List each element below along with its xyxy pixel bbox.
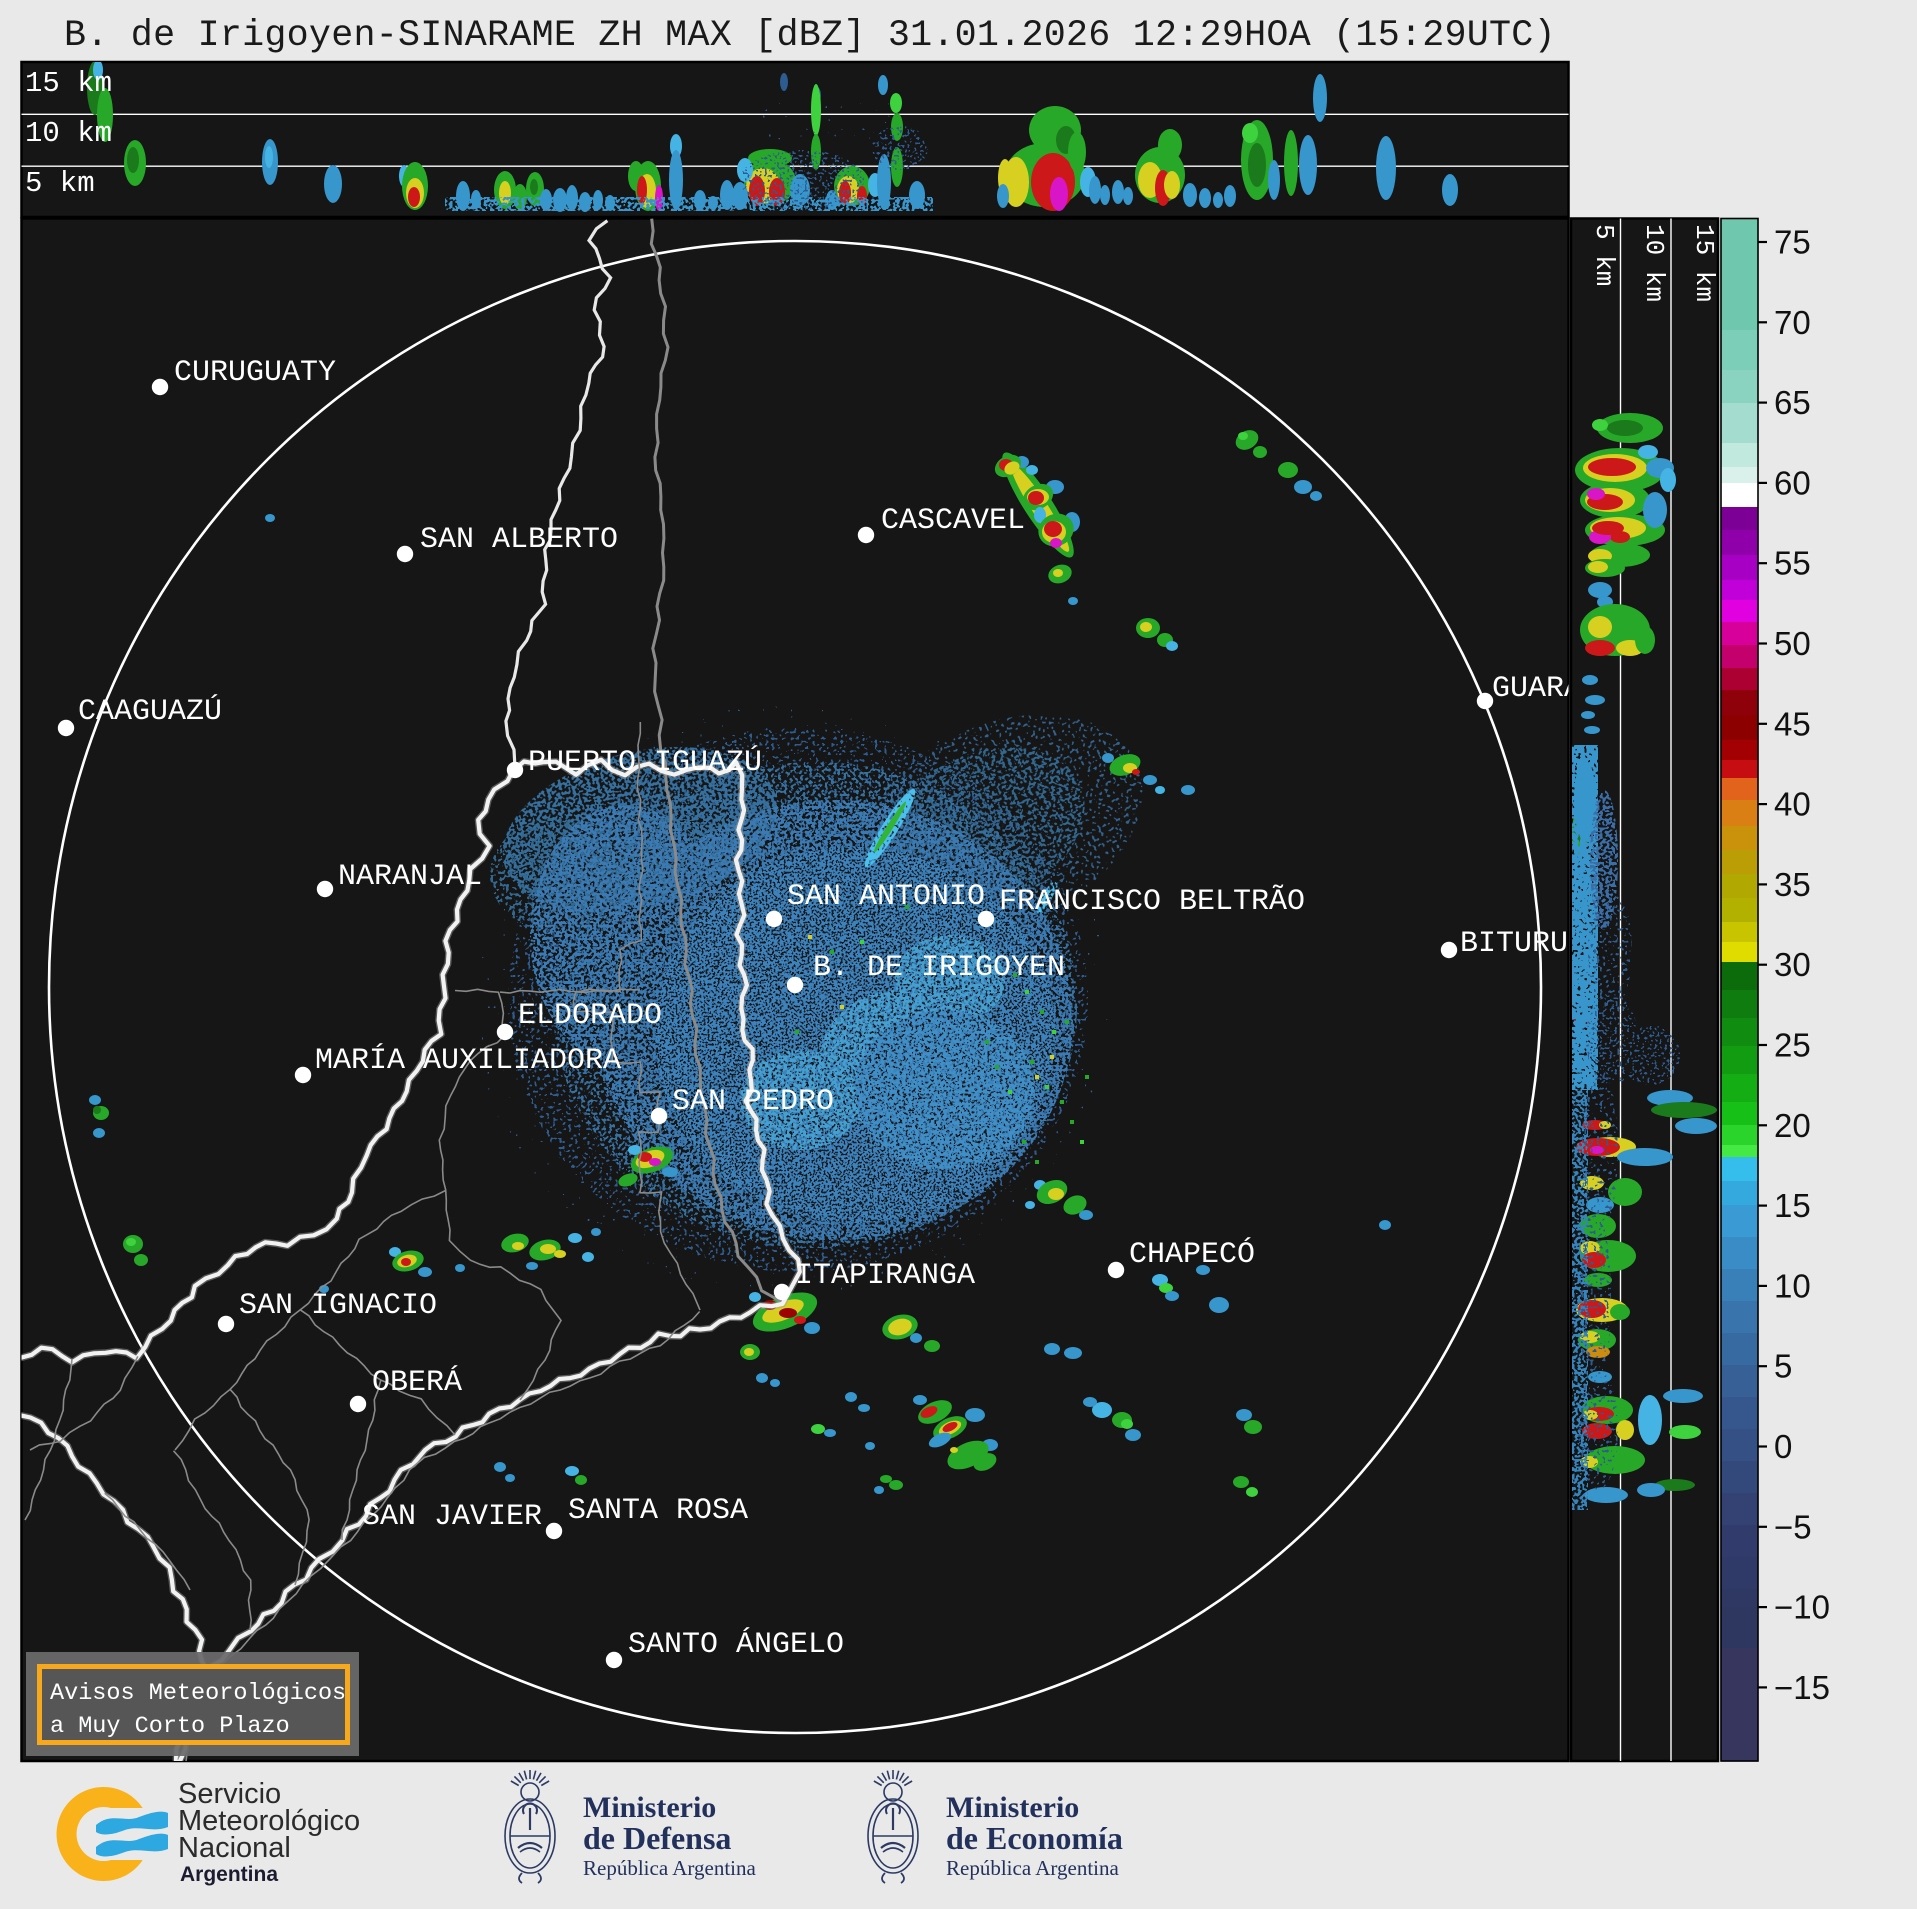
svg-text:15 km: 15 km (1689, 224, 1719, 302)
svg-text:República Argentina: República Argentina (583, 1856, 756, 1880)
svg-text:Argentina: Argentina (180, 1863, 278, 1886)
svg-text:35: 35 (1774, 866, 1811, 903)
svg-text:−15: −15 (1774, 1669, 1830, 1706)
svg-text:SAN JAVIER: SAN JAVIER (362, 1500, 542, 1534)
svg-text:50: 50 (1774, 625, 1811, 662)
svg-text:−5: −5 (1774, 1508, 1812, 1545)
svg-text:5 km: 5 km (25, 167, 95, 200)
svg-text:15: 15 (1774, 1187, 1811, 1224)
svg-text:SANTO ÁNGELO: SANTO ÁNGELO (628, 1627, 844, 1662)
svg-text:de Defensa: de Defensa (583, 1820, 731, 1856)
svg-text:NARANJAL: NARANJAL (338, 860, 482, 894)
svg-text:BITURUNA: BITURUNA (1460, 927, 1604, 961)
svg-text:SAN PEDRO: SAN PEDRO (672, 1085, 834, 1119)
svg-text:30: 30 (1774, 946, 1811, 983)
svg-text:−10: −10 (1774, 1589, 1830, 1626)
svg-text:ELDORADO: ELDORADO (518, 999, 662, 1033)
svg-text:55: 55 (1774, 545, 1811, 582)
svg-text:B. de Irigoyen-SINARAME ZH MAX: B. de Irigoyen-SINARAME ZH MAX [dBZ] 31.… (64, 15, 1556, 57)
svg-text:45: 45 (1774, 705, 1811, 742)
svg-text:SAN ALBERTO: SAN ALBERTO (420, 523, 618, 557)
svg-text:15 km: 15 km (25, 67, 112, 100)
svg-text:CAAGUAZÚ: CAAGUAZÚ (78, 694, 222, 729)
svg-text:SAN IGNACIO: SAN IGNACIO (239, 1289, 437, 1323)
svg-text:República Argentina: República Argentina (946, 1856, 1119, 1880)
svg-text:MARÍA AUXILIADORA: MARÍA AUXILIADORA (315, 1043, 621, 1078)
svg-text:5 km: 5 km (1589, 224, 1619, 286)
svg-text:75: 75 (1774, 224, 1811, 261)
svg-text:de Economía: de Economía (946, 1820, 1123, 1856)
svg-text:Servicio: Servicio (178, 1778, 281, 1810)
svg-text:CURUGUATY: CURUGUATY (174, 356, 336, 390)
svg-text:CASCAVEL: CASCAVEL (881, 504, 1025, 538)
svg-text:60: 60 (1774, 464, 1811, 501)
svg-text:Ministerio: Ministerio (583, 1791, 716, 1824)
svg-text:20: 20 (1774, 1107, 1811, 1144)
svg-text:Avisos Meteorológicos: Avisos Meteorológicos (50, 1680, 346, 1707)
svg-text:Nacional: Nacional (178, 1832, 291, 1864)
svg-text:B. DE IRIGOYEN: B. DE IRIGOYEN (813, 951, 1065, 985)
svg-text:SANTA ROSA: SANTA ROSA (568, 1494, 748, 1528)
svg-text:Meteorológico: Meteorológico (178, 1805, 360, 1837)
svg-text:PUERTO IGUAZÚ: PUERTO IGUAZÚ (528, 745, 762, 780)
svg-text:10 km: 10 km (25, 117, 112, 150)
svg-text:OBERÁ: OBERÁ (372, 1365, 462, 1400)
svg-text:65: 65 (1774, 384, 1811, 421)
svg-text:10 km: 10 km (1639, 224, 1669, 302)
svg-text:ITAPIRANGA: ITAPIRANGA (795, 1259, 975, 1293)
svg-text:SAN ANTONIO: SAN ANTONIO (787, 880, 985, 914)
svg-text:10: 10 (1774, 1267, 1811, 1304)
svg-text:40: 40 (1774, 786, 1811, 823)
svg-text:70: 70 (1774, 304, 1811, 341)
svg-text:a Muy Corto Plazo: a Muy Corto Plazo (50, 1713, 290, 1740)
svg-text:Ministerio: Ministerio (946, 1791, 1079, 1824)
svg-text:25: 25 (1774, 1027, 1811, 1064)
svg-text:CHAPECÓ: CHAPECÓ (1129, 1237, 1255, 1272)
svg-text:0: 0 (1774, 1428, 1792, 1465)
svg-text:5: 5 (1774, 1348, 1792, 1385)
svg-text:FRANCISCO BELTRÃO: FRANCISCO BELTRÃO (999, 884, 1305, 919)
svg-text:GUARAPUAVA: GUARAPUAVA (1492, 672, 1672, 706)
